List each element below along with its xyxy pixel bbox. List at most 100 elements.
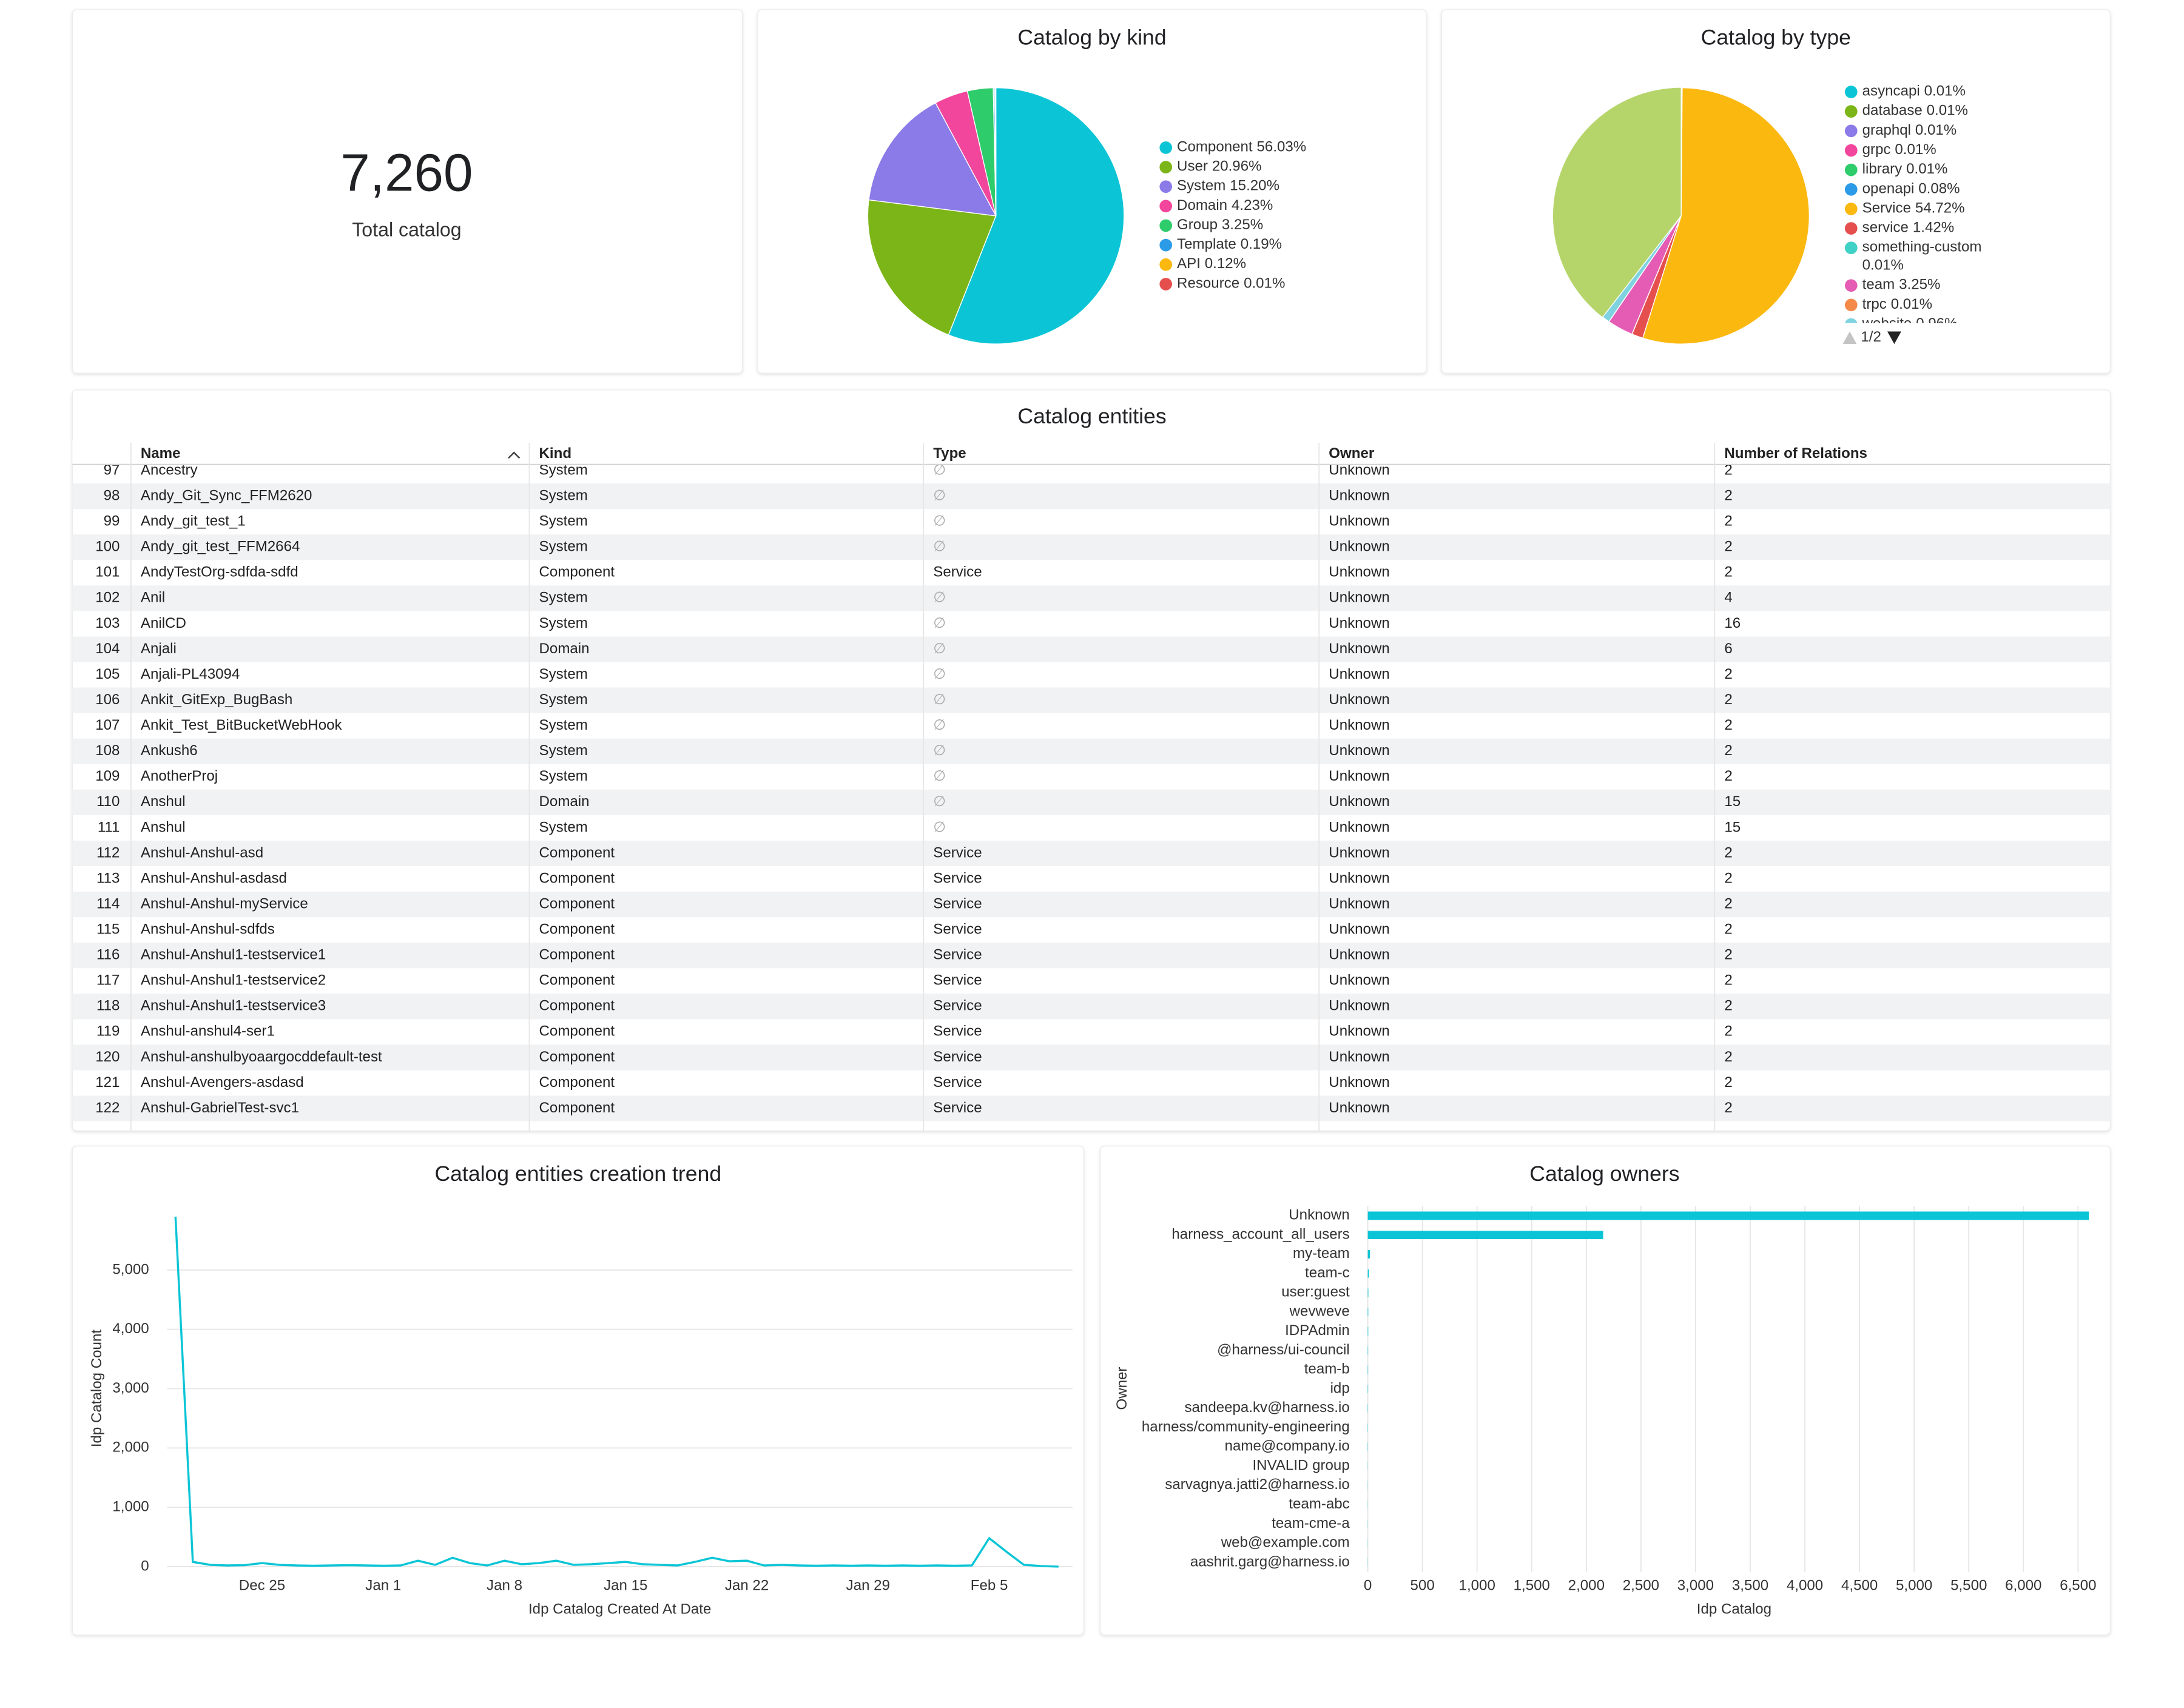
bar [1367,1326,1369,1336]
row-index: 99 [104,513,120,530]
row-index: 113 [96,870,120,886]
table-cell: Service [933,1074,982,1091]
legend-value: 20.96% [1212,158,1262,175]
sort-icon[interactable] [508,451,521,459]
table-cell: Unknown [1329,972,1389,989]
legend-value: 4.23% [1232,197,1273,214]
table-cell: Component [539,844,615,861]
table-cell: Service [933,947,982,963]
legend-entry: Resource 0.01% [1177,275,1285,292]
row-stripe [72,892,2111,918]
y-tick-label: 1,000 [112,1498,149,1515]
y-tick-label: user:guest [1281,1284,1350,1300]
owners-card [1100,1145,2111,1636]
pie-slice [868,102,997,217]
row-stripe [72,636,2111,662]
table-cell: 16 [1724,615,1741,631]
row-index: 116 [96,947,120,963]
y-axis-title: Idp Catalog Count [89,1330,105,1448]
x-tick-label: 2,500 [1623,1577,1659,1593]
legend-swatch [1845,318,1858,323]
bar [1367,1365,1369,1374]
table-cell: Anjali-PL43094 [141,666,240,682]
chart-title: Catalog by kind [1017,25,1166,50]
legend-prev[interactable] [1842,331,1857,345]
x-tick-label: 3,000 [1677,1577,1714,1593]
table-cell: AnotherProj [141,768,218,784]
legend-entry: something-custom 0.01% [1862,239,1982,274]
table-cell: Component [539,1100,615,1116]
y-tick-label: idp [1330,1380,1350,1396]
row-index: 103 [95,615,120,631]
table-cell: System [539,742,588,759]
row-index: 114 [96,895,120,912]
legend-value: 0.01% [1244,275,1285,292]
legend-entry: Domain 4.23% [1177,197,1273,214]
chart-title: Catalog owners [1529,1162,1679,1186]
x-tick-label: 6,500 [2060,1577,2096,1593]
table-cell: System [539,615,588,631]
table-cell: Unknown [1329,844,1389,861]
legend-swatch [1844,144,1858,157]
legend: asyncapi 0.01%database 0.01%graphql 0.01%gr… [1844,83,1982,332]
legend-entry: User 20.96% [1177,158,1261,175]
table-cell: Service [933,844,982,861]
legend-name: Group [1177,217,1218,233]
table-cell: AndyTestOrg-sdfda-sdfd [141,564,298,580]
legend-swatch [1844,124,1858,138]
table-cell: 2 [1724,895,1732,912]
table-cell: 2 [1724,564,1732,580]
bar [1367,1385,1369,1394]
x-tick-label: 5,000 [1896,1577,1932,1593]
legend-name: service [1862,220,1909,236]
legend-name: website [1862,315,1912,332]
table-cell: Component [539,895,615,912]
table-cell: Unknown [1329,640,1389,657]
row-index: 122 [95,1100,120,1116]
x-axis-title: Idp Catalog [1697,1601,1771,1617]
legend-entry: System 15.20% [1177,178,1279,194]
legend-next[interactable] [1887,331,1901,345]
line-series [174,1216,1059,1568]
y-tick-label: team-c [1305,1265,1350,1281]
y-tick-label: 3,000 [112,1380,149,1396]
table-cell: ∅ [933,793,946,810]
table-cell: ∅ [933,539,946,555]
table-cell: Unknown [1329,742,1389,759]
table-cell: Andy_git_test_1 [141,513,246,530]
table-cell: Domain [539,640,590,657]
row-index: 110 [96,793,120,810]
legend-name: Domain [1177,197,1227,214]
row-stripe [72,789,2111,815]
table-cell: System [539,666,588,682]
x-tick-label: 2,000 [1568,1577,1605,1593]
table-cell: 2 [1724,1049,1732,1065]
table-cell: Anshul [141,793,186,810]
table-cell: 2 [1724,921,1732,938]
table-cell: 2 [1724,717,1732,733]
row-index: 98 [104,487,120,503]
x-tick-label: 1,000 [1459,1577,1495,1593]
table-cell: Unknown [1329,1100,1389,1116]
row-stripe [72,1044,2111,1071]
table-cell: Anshul-Anshul-sdfds [141,921,275,938]
table-cell: Anjali [141,640,177,657]
table-cell: 2 [1724,666,1732,682]
y-tick-label: sarvagnya.jatti2@harness.io [1165,1476,1349,1493]
x-tick-label: Feb 5 [971,1577,1008,1593]
legend-value: 0.19% [1241,236,1282,252]
row-index: 107 [95,717,120,733]
legend-entry: Group 3.25% [1177,217,1263,233]
column-header: Kind [539,445,572,462]
table-cell: 2 [1724,742,1732,759]
legend-name: User [1177,158,1208,175]
row-index: 118 [96,998,120,1014]
table-cell: Component [539,998,615,1014]
x-tick-label: 500 [1410,1577,1435,1593]
legend-name: trpc [1862,296,1887,312]
y-tick-label: Unknown [1289,1207,1349,1223]
table-cell: 2 [1724,844,1732,861]
table-title: Catalog entities [1017,404,1166,428]
